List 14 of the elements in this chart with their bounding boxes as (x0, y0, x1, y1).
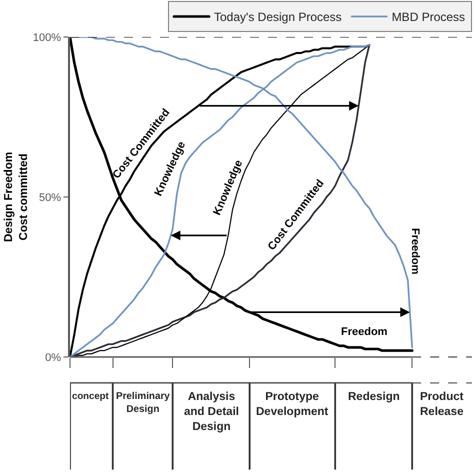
x-tick-label: Prototype Development (256, 391, 328, 418)
x-tick-label: Product Release (420, 391, 464, 418)
legend-label: Today's Design Process (214, 10, 342, 24)
x-tick-label: Redesign (348, 391, 400, 403)
y-tick-label: 100% (32, 32, 62, 44)
x-tick-label: concept (72, 391, 110, 402)
y-tick-label: 0% (45, 352, 62, 364)
x-tick-label: Preliminary Design (116, 391, 170, 415)
y-tick-label: 50% (39, 192, 62, 204)
annotation: Freedom (341, 326, 388, 338)
legend-label: MBD Process (392, 10, 466, 24)
annotation: Freedom (409, 228, 422, 275)
y-axis-title: Design Freedom Cost committed (2, 152, 30, 242)
x-tick-label: Analysis and Detail Design (184, 391, 239, 433)
